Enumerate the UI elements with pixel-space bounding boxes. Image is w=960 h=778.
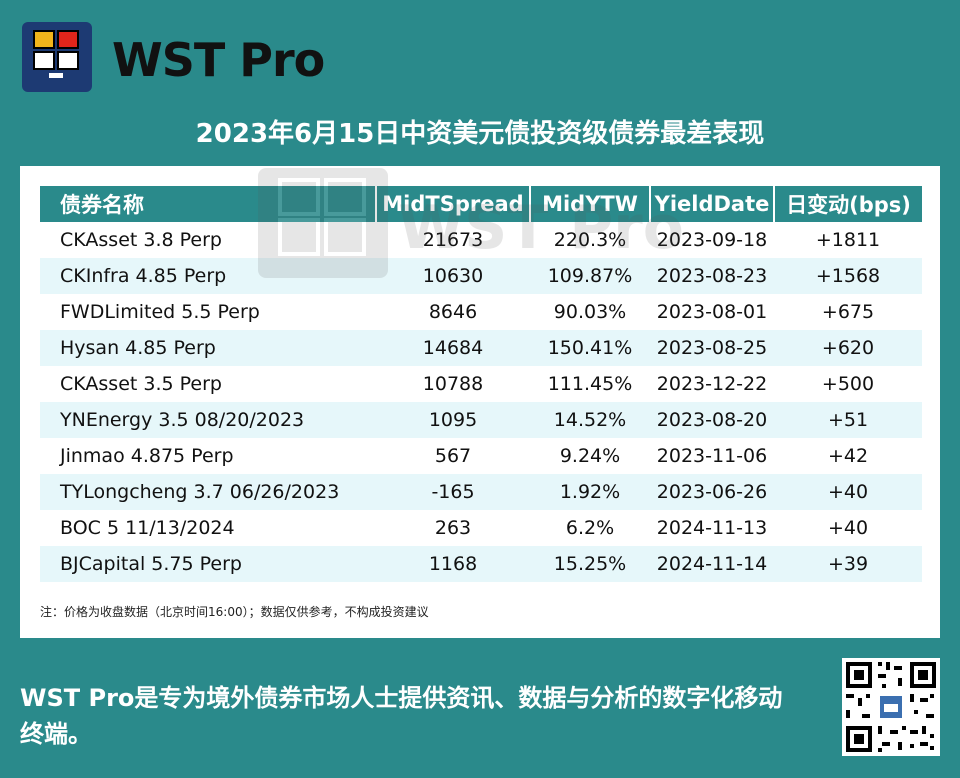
cell-yielddate: 2023-12-22 [656,373,768,395]
cell-midtspread: 10788 [422,373,484,395]
cell-midtspread: 8646 [428,301,478,323]
col-header-midtspread: MidTSpread [376,186,531,222]
cell-midytw: 111.45% [547,373,633,395]
cell-yielddate: 2023-08-20 [650,402,774,438]
cell-daily-change: +500 [821,373,875,395]
cell-midtspread: 567 [434,445,472,467]
cell-midtspread: 263 [434,517,472,539]
cell-bond-name: CKAsset 3.8 Perp [60,229,222,251]
cell-midtspread: 21673 [422,229,484,251]
cell-bond-name: YNEnergy 3.5 08/20/2023 [40,402,376,438]
table-row: Jinmao 4.875 Perp 567 9.24% 2023-11-06 +… [40,438,922,474]
cell-daily-change: +51 [774,402,922,438]
cell-yielddate: 2023-06-26 [650,474,774,510]
cell-midytw: 9.24% [559,445,621,467]
col-header-midytw: MidYTW [530,186,651,222]
table-row: BOC 5 11/13/2024 263 6.2% 2024-11-13 +40 [40,510,922,546]
cell-yielddate: 2024-11-13 [656,517,768,539]
footnote: 注：价格为收盘数据（北京时间16:00）；数据仅供参考，不构成投资建议 [40,605,429,619]
cell-bond-name: FWDLimited 5.5 Perp [60,301,260,323]
table-row: CKInfra 4.85 Perp 10630 109.87% 2023-08-… [40,258,922,294]
cell-daily-change: +675 [821,301,875,323]
cell-yielddate: 2023-11-06 [656,445,768,467]
table-row: Hysan 4.85 Perp 14684 150.41% 2023-08-25… [40,330,922,366]
cell-bond-name: TYLongcheng 3.7 06/26/2023 [40,474,376,510]
cell-midtspread: 1095 [376,402,530,438]
cell-midytw: 109.87% [530,258,650,294]
cell-midytw: 15.25% [530,546,650,582]
cell-midytw: 150.41% [530,330,650,366]
cell-daily-change: +39 [774,546,922,582]
cell-midtspread: 1168 [376,546,530,582]
cell-daily-change: +620 [774,330,922,366]
col-header-bond-name: 债券名称 [40,186,377,222]
page-title: 2023年6月15日中资美元债投资级债券最差表现 [195,119,765,149]
cell-yielddate: 2024-11-14 [650,546,774,582]
table-row: TYLongcheng 3.7 06/26/2023 -165 1.92% 20… [40,474,922,510]
col-header-daily-change: 日变动(bps) [774,186,922,222]
cell-daily-change: +1811 [815,229,881,251]
col-header-yielddate: YieldDate [650,186,775,222]
cell-midtspread: -165 [376,474,530,510]
cell-midytw: 1.92% [530,474,650,510]
brand-logo-icon [22,22,92,92]
cell-bond-name: BJCapital 5.75 Perp [40,546,376,582]
cell-bond-name: Jinmao 4.875 Perp [60,445,234,467]
cell-midtspread: 10630 [376,258,530,294]
cell-midytw: 14.52% [530,402,650,438]
cell-bond-name: Hysan 4.85 Perp [40,330,376,366]
table-row: CKAsset 3.8 Perp 21673 220.3% 2023-09-18… [40,222,922,258]
cell-yielddate: 2023-08-23 [650,258,774,294]
cell-bond-name: CKAsset 3.5 Perp [60,373,222,395]
cell-yielddate: 2023-08-25 [650,330,774,366]
qr-code-icon [842,658,940,756]
table-header-row: 债券名称 MidTSpread MidYTW YieldDate 日变动(bps… [40,186,922,222]
cell-midytw: 6.2% [565,517,615,539]
table-card: 债券名称 MidTSpread MidYTW YieldDate 日变动(bps… [20,166,940,638]
cell-midytw: 220.3% [553,229,627,251]
cell-daily-change: +40 [827,517,869,539]
cell-daily-change: +1568 [774,258,922,294]
bond-table: 债券名称 MidTSpread MidYTW YieldDate 日变动(bps… [40,186,922,582]
cell-midytw: 90.03% [553,301,627,323]
brand-name: WST Pro [112,33,325,87]
cell-bond-name: BOC 5 11/13/2024 [60,517,235,539]
cell-bond-name: CKInfra 4.85 Perp [40,258,376,294]
table-row: CKAsset 3.5 Perp 10788 111.45% 2023-12-2… [40,366,922,402]
cell-midtspread: 14684 [376,330,530,366]
table-row: YNEnergy 3.5 08/20/2023 1095 14.52% 2023… [40,402,922,438]
cell-yielddate: 2023-09-18 [656,229,768,251]
tagline: WST Pro是专为境外债券市场人士提供资讯、数据与分析的数字化移动终端。 [20,684,783,748]
cell-daily-change: +42 [827,445,869,467]
cell-yielddate: 2023-08-01 [656,301,768,323]
table-row: BJCapital 5.75 Perp 1168 15.25% 2024-11-… [40,546,922,582]
table-row: FWDLimited 5.5 Perp 8646 90.03% 2023-08-… [40,294,922,330]
cell-daily-change: +40 [774,474,922,510]
